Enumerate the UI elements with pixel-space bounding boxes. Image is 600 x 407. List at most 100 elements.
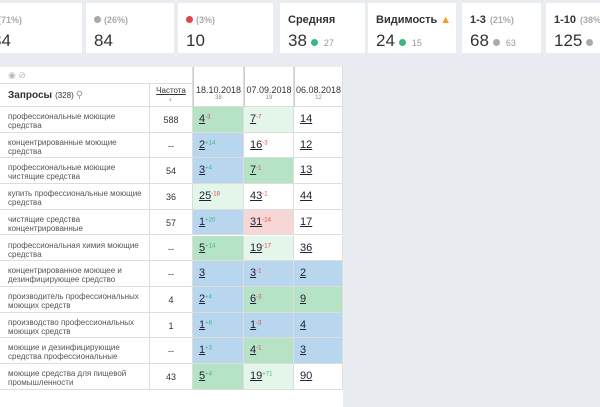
position-delta: +71 bbox=[262, 371, 273, 378]
card-title: Средняя bbox=[288, 14, 336, 26]
position-cell: 3 bbox=[294, 338, 343, 364]
delta-icon bbox=[586, 39, 594, 46]
position[interactable]: 2 bbox=[199, 292, 206, 305]
position[interactable]: 43 bbox=[250, 190, 263, 203]
position[interactable]: 5 bbox=[199, 370, 206, 382]
card-delta: 63 bbox=[505, 38, 516, 48]
position[interactable]: 1 bbox=[250, 318, 257, 331]
position[interactable]: 14 bbox=[300, 113, 313, 125]
position-delta: +20 bbox=[205, 217, 216, 224]
query-cell: моющие средства для пищевой промышленнос… bbox=[0, 364, 150, 390]
position-delta: -1 bbox=[256, 345, 262, 352]
position[interactable]: 13 bbox=[300, 164, 313, 177]
freq-cell: 4 bbox=[150, 286, 193, 313]
position[interactable]: 19 bbox=[250, 241, 263, 254]
date-header: 06.08.2018 12 bbox=[294, 67, 343, 107]
position[interactable]: 1 bbox=[199, 318, 206, 331]
date-count: 12 bbox=[315, 95, 322, 101]
position-cell: 19-17 bbox=[244, 235, 294, 262]
position-cell: 31-14 bbox=[244, 209, 294, 236]
position-cell: 12 bbox=[294, 132, 343, 159]
position[interactable]: 16 bbox=[250, 138, 263, 151]
position-delta: -7 bbox=[256, 114, 262, 121]
position-delta: -3 bbox=[262, 140, 268, 147]
freq-header: Частота ◐ bbox=[150, 84, 193, 107]
position[interactable]: 44 bbox=[300, 190, 313, 203]
card-title: 1-10 bbox=[554, 14, 577, 26]
position[interactable]: 7 bbox=[250, 113, 257, 125]
delta-icon bbox=[310, 39, 318, 46]
query-cell: производитель профессиональных моющих ср… bbox=[0, 286, 150, 313]
position-delta: +3 bbox=[205, 345, 212, 352]
position-cell: 3 bbox=[193, 261, 244, 287]
freq-cell: 588 bbox=[150, 107, 193, 133]
position[interactable]: 25 bbox=[199, 190, 212, 203]
position-delta: -3 bbox=[205, 114, 211, 121]
position[interactable]: 2 bbox=[199, 138, 206, 151]
position[interactable]: 3 bbox=[199, 164, 206, 177]
position-cell: 44 bbox=[294, 184, 343, 210]
position[interactable]: 3 bbox=[250, 267, 257, 280]
position-delta: +14 bbox=[205, 242, 216, 249]
stat-card: (3%) 10 bbox=[178, 3, 273, 53]
query-cell: купить профессиональные моющие средства bbox=[0, 184, 150, 210]
card-label: Средняя bbox=[288, 14, 335, 26]
freq-title[interactable]: Частота bbox=[156, 86, 186, 95]
delta-icon bbox=[492, 39, 500, 46]
card-value: 24 15 bbox=[376, 31, 422, 51]
card-title: Видимость bbox=[376, 14, 438, 26]
position-cell: 16-3 bbox=[244, 132, 294, 159]
date: 06.08.2018 bbox=[295, 85, 342, 95]
position[interactable]: 90 bbox=[300, 370, 313, 382]
freq-cell: 1 bbox=[150, 312, 193, 339]
position[interactable]: 19 bbox=[250, 370, 263, 382]
freq-cell: 57 bbox=[150, 209, 193, 236]
position[interactable]: 3 bbox=[300, 344, 307, 357]
status-icon bbox=[94, 16, 101, 23]
position[interactable]: 31 bbox=[250, 215, 263, 228]
position-delta: -1 bbox=[262, 191, 268, 198]
position-cell: 1+8 bbox=[193, 312, 244, 339]
position-cell: 4-3 bbox=[193, 107, 244, 133]
card-percent: (3%) bbox=[196, 15, 216, 25]
query-title: Запросы bbox=[8, 90, 53, 101]
queries-table: ◉ ⊘ Запросы (328) ⚲ Частота ◐ 18.10.2018 38 07.0… bbox=[0, 67, 343, 407]
freq-cell: 36 bbox=[150, 184, 193, 210]
position[interactable]: 4 bbox=[199, 113, 206, 125]
card-percent: (71%) bbox=[0, 15, 23, 25]
position[interactable]: 7 bbox=[250, 164, 257, 177]
freq-cell: -- bbox=[150, 261, 193, 287]
position-delta: +8 bbox=[205, 319, 212, 326]
value: 24 bbox=[376, 31, 395, 50]
position[interactable]: 4 bbox=[250, 344, 257, 357]
query-cell: чистящие средства концентрированные bbox=[0, 209, 150, 236]
position[interactable]: 4 bbox=[300, 318, 307, 331]
position[interactable]: 2 bbox=[300, 267, 307, 280]
position[interactable]: 36 bbox=[300, 241, 313, 254]
position[interactable]: 6 bbox=[250, 292, 257, 305]
position[interactable]: 12 bbox=[300, 138, 313, 151]
query-cell: моющие и дезинфицирующие средства профес… bbox=[0, 338, 150, 364]
warning-icon: ▲ bbox=[440, 14, 452, 26]
position-cell: 90 bbox=[294, 364, 343, 390]
status-icon bbox=[186, 16, 193, 23]
position-cell: 17 bbox=[294, 209, 343, 236]
position-delta: -17 bbox=[262, 242, 271, 249]
query-header: Запросы (328) ⚲ bbox=[0, 84, 150, 107]
position[interactable]: 1 bbox=[199, 344, 206, 357]
value: 38 bbox=[288, 31, 307, 50]
position-cell: 7-1 bbox=[244, 158, 294, 185]
card-label: (26%) bbox=[94, 14, 128, 26]
card-value: 84 bbox=[0, 31, 11, 51]
position[interactable]: 1 bbox=[199, 215, 206, 228]
position[interactable]: 9 bbox=[300, 292, 307, 305]
position-cell: 1-3 bbox=[244, 312, 294, 339]
position-cell: 4 bbox=[294, 312, 343, 339]
card-label: 1-10(38%) bbox=[554, 14, 600, 26]
freq-cell: 43 bbox=[150, 364, 193, 390]
position[interactable]: 3 bbox=[199, 267, 206, 280]
date: 07.09.2018 bbox=[246, 85, 292, 95]
position[interactable]: 5 bbox=[199, 241, 206, 254]
position[interactable]: 17 bbox=[300, 215, 313, 228]
toolbar-icons: ◉ ⊘ bbox=[0, 67, 193, 84]
